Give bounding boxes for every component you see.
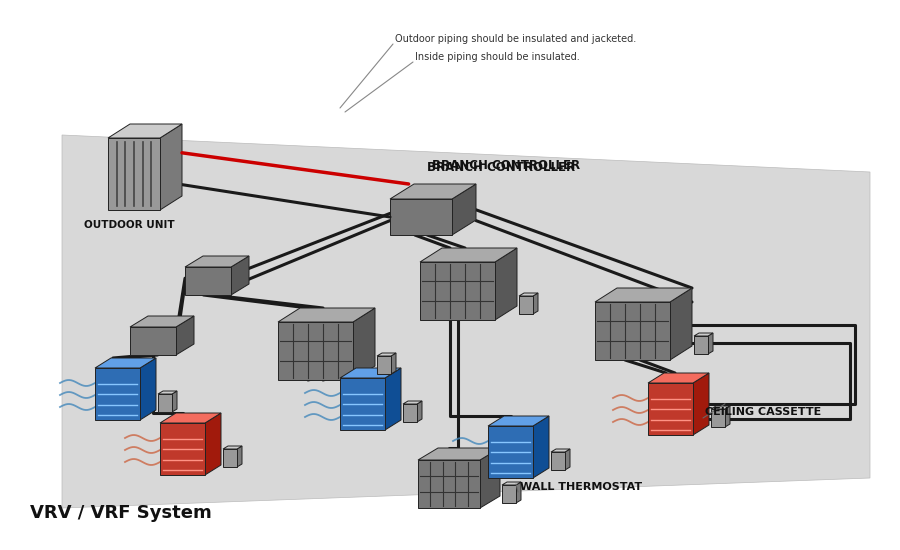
- FancyBboxPatch shape: [158, 394, 172, 412]
- Polygon shape: [595, 288, 692, 302]
- Polygon shape: [108, 124, 182, 138]
- Text: VRV / VRF System: VRV / VRF System: [30, 504, 212, 522]
- Text: BRANCH CONTROLLER: BRANCH CONTROLLER: [432, 159, 580, 172]
- FancyBboxPatch shape: [185, 267, 231, 295]
- Polygon shape: [62, 135, 870, 508]
- Polygon shape: [648, 373, 709, 383]
- FancyBboxPatch shape: [340, 378, 385, 430]
- Polygon shape: [231, 256, 249, 295]
- Polygon shape: [708, 333, 713, 354]
- FancyBboxPatch shape: [502, 485, 516, 503]
- Polygon shape: [693, 373, 709, 435]
- Polygon shape: [551, 449, 570, 452]
- FancyBboxPatch shape: [711, 409, 725, 427]
- Polygon shape: [140, 358, 156, 420]
- Text: OUTDOOR UNIT: OUTDOOR UNIT: [84, 220, 175, 230]
- Polygon shape: [452, 184, 476, 235]
- Polygon shape: [205, 413, 221, 475]
- Polygon shape: [223, 446, 242, 449]
- FancyBboxPatch shape: [420, 262, 495, 320]
- Polygon shape: [480, 448, 500, 508]
- Polygon shape: [185, 256, 249, 267]
- Polygon shape: [377, 353, 396, 356]
- Text: WALL THERMOSTAT: WALL THERMOSTAT: [520, 482, 642, 492]
- Polygon shape: [278, 308, 375, 322]
- FancyBboxPatch shape: [551, 452, 565, 470]
- FancyBboxPatch shape: [223, 449, 237, 467]
- FancyBboxPatch shape: [390, 199, 452, 235]
- Polygon shape: [95, 358, 156, 368]
- Polygon shape: [565, 449, 570, 470]
- Polygon shape: [502, 482, 521, 485]
- Polygon shape: [391, 353, 396, 374]
- Polygon shape: [420, 248, 517, 262]
- Polygon shape: [417, 401, 422, 422]
- Polygon shape: [418, 448, 500, 460]
- Polygon shape: [533, 293, 538, 314]
- Polygon shape: [172, 391, 177, 412]
- Polygon shape: [160, 413, 221, 423]
- FancyBboxPatch shape: [488, 426, 533, 478]
- FancyBboxPatch shape: [130, 327, 176, 355]
- FancyBboxPatch shape: [519, 296, 533, 314]
- FancyBboxPatch shape: [694, 336, 708, 354]
- Text: Inside piping should be insulated.: Inside piping should be insulated.: [415, 52, 580, 62]
- FancyBboxPatch shape: [648, 383, 693, 435]
- Polygon shape: [694, 333, 713, 336]
- FancyBboxPatch shape: [160, 423, 205, 475]
- Polygon shape: [130, 316, 194, 327]
- Polygon shape: [495, 248, 517, 320]
- Polygon shape: [340, 368, 401, 378]
- Polygon shape: [176, 316, 194, 355]
- Polygon shape: [158, 391, 177, 394]
- Polygon shape: [237, 446, 242, 467]
- Polygon shape: [390, 184, 476, 199]
- FancyBboxPatch shape: [403, 404, 417, 422]
- Text: BRANCH CONTROLLER: BRANCH CONTROLLER: [427, 161, 575, 174]
- Text: Outdoor piping should be insulated and jacketed.: Outdoor piping should be insulated and j…: [395, 34, 636, 44]
- Polygon shape: [353, 308, 375, 380]
- FancyBboxPatch shape: [377, 356, 391, 374]
- Polygon shape: [403, 401, 422, 404]
- FancyBboxPatch shape: [108, 138, 160, 210]
- Polygon shape: [488, 416, 549, 426]
- FancyBboxPatch shape: [595, 302, 670, 360]
- FancyBboxPatch shape: [278, 322, 353, 380]
- Polygon shape: [160, 124, 182, 210]
- Polygon shape: [519, 293, 538, 296]
- Polygon shape: [711, 406, 730, 409]
- Polygon shape: [516, 482, 521, 503]
- Text: CEILING CASSETTE: CEILING CASSETTE: [705, 407, 821, 417]
- Polygon shape: [533, 416, 549, 478]
- FancyBboxPatch shape: [418, 460, 480, 508]
- Polygon shape: [725, 406, 730, 427]
- FancyBboxPatch shape: [95, 368, 140, 420]
- Polygon shape: [670, 288, 692, 360]
- Polygon shape: [385, 368, 401, 430]
